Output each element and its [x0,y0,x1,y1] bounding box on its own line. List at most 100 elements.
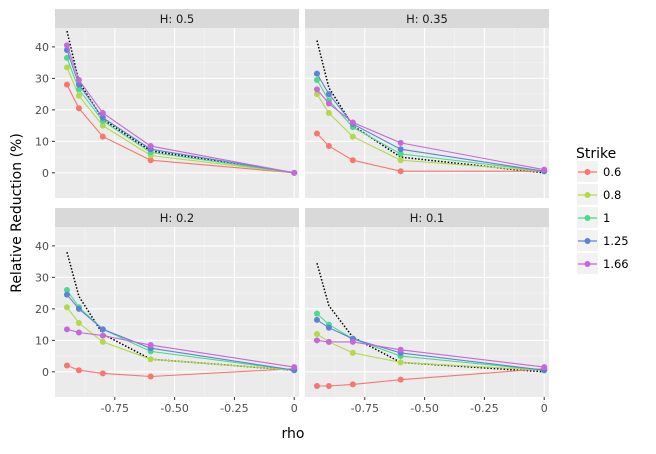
y-tick-label: 40 [35,240,49,253]
data-point-strike-1.25 [75,305,82,312]
x-tick-label: -0.25 [220,402,248,415]
data-point-strike-0.6 [147,373,154,380]
data-point-strike-0.8 [75,92,82,99]
data-point-strike-1.66 [63,326,70,333]
data-point-strike-0.6 [397,168,404,175]
data-point-strike-0.6 [99,133,106,140]
x-tick-label: -0.50 [160,402,188,415]
data-point-strike-1 [63,286,70,293]
data-point-strike-1.66 [63,42,70,49]
data-point-strike-1.25 [325,91,332,98]
data-point-strike-0.6 [99,370,106,377]
data-point-strike-0.8 [325,110,332,116]
data-point-strike-1.66 [147,143,154,150]
data-point-strike-0.8 [63,304,70,311]
panel-background [55,227,299,397]
legend-item: 0.8 [577,184,621,205]
data-point-strike-0.8 [313,331,320,338]
legend-label: 0.8 [603,188,621,202]
data-point-strike-1 [63,54,70,61]
facet-panel-3: H: 0.2 0 10 20 30 40 -0.75 -0.50 -0.25 0 [35,208,299,415]
data-point-strike-1.66 [75,329,82,336]
facet-strip-label: H: 0.1 [410,211,444,225]
data-point-strike-0.6 [63,362,70,369]
x-tick-label: 0 [291,402,298,415]
legend-key-point [584,238,591,244]
y-tick-label: 30 [35,72,49,85]
data-point-strike-1.66 [291,169,298,176]
data-point-strike-1.25 [99,326,106,333]
x-tick-label: -0.75 [101,402,129,415]
y-tick-label: 20 [35,303,49,316]
legend-label: 1 [603,211,610,225]
legend-item: 0.6 [577,161,621,182]
data-point-strike-1.66 [349,119,356,126]
data-point-strike-1.66 [541,364,548,371]
legend: Strike 0.6 0.8 1 1.25 1.66 [576,146,629,274]
data-point-strike-0.8 [349,133,356,140]
facet-panel-1: H: 0.5 0 10 20 30 40 [35,9,299,198]
data-point-strike-1.25 [99,114,106,121]
y-axis-title: Relative Reduction (%) [9,133,25,293]
data-point-strike-1.25 [75,81,82,88]
legend-key-point [584,215,591,221]
facet-panel-2: H: 0.35 [305,9,549,198]
data-point-strike-1.66 [325,338,332,345]
panel-background [305,28,549,198]
facet-strip-label: H: 0.35 [406,12,448,26]
legend-label: 1.66 [603,257,629,271]
y-tick-label: 0 [42,366,49,379]
legend-item: 1 [577,207,610,228]
data-point-strike-1.66 [99,110,106,116]
data-point-strike-1.66 [291,364,298,371]
data-point-strike-1.66 [313,337,320,344]
facet-strip [305,9,549,28]
facet-strip [305,208,549,227]
facet-strip-label: H: 0.5 [160,12,194,26]
legend-label: 1.25 [603,234,629,248]
data-point-strike-1.25 [63,291,70,298]
data-point-strike-0.6 [349,157,356,164]
facet-strip [55,9,299,28]
data-point-strike-1.66 [313,86,320,93]
facet-strip [55,208,299,227]
data-point-strike-0.6 [75,105,82,112]
data-point-strike-0.6 [63,81,70,88]
data-point-strike-1.66 [397,346,404,353]
legend-key-point [584,169,591,175]
x-axis-title: rho [282,426,305,442]
y-tick-label: 10 [35,135,49,148]
x-tick-label: 0 [541,402,548,415]
data-point-strike-0.6 [147,157,154,164]
y-tick-label: 20 [35,104,49,117]
data-point-strike-0.6 [75,367,82,374]
data-point-strike-1.66 [397,139,404,146]
data-point-strike-0.8 [349,349,356,356]
y-tick-label: 30 [35,271,49,284]
x-tick-label: -0.75 [351,402,379,415]
legend-key-point [584,192,591,198]
data-point-strike-1 [313,76,320,83]
data-point-strike-1.25 [313,316,320,323]
data-point-strike-0.6 [313,382,320,389]
legend-label: 0.6 [603,165,621,179]
data-point-strike-1.25 [325,324,332,331]
x-tick-label: -0.50 [410,402,438,415]
data-point-strike-1.66 [541,166,548,173]
legend-key-point [584,261,591,267]
data-point-strike-0.6 [349,381,356,388]
data-point-strike-0.8 [313,91,320,98]
data-point-strike-0.6 [313,130,320,137]
data-point-strike-1.66 [325,100,332,107]
data-point-strike-1 [75,86,82,93]
data-point-strike-0.8 [147,356,154,363]
data-point-strike-1 [313,310,320,317]
data-point-strike-0.8 [99,338,106,345]
data-point-strike-1.66 [99,332,106,339]
data-point-strike-0.8 [397,157,404,164]
data-point-strike-0.8 [75,320,82,327]
data-point-strike-1.66 [349,338,356,345]
facet-panel-4: H: 0.1 -0.75 -0.50 -0.25 0 [305,208,549,415]
data-point-strike-0.8 [99,122,106,129]
